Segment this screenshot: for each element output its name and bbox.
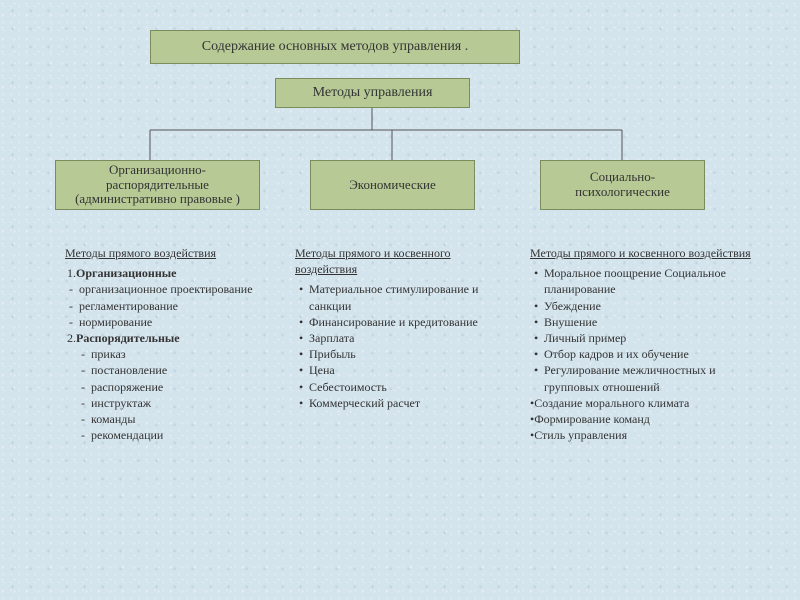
column-org-admin: Методы прямого воздействия 1.Организацио… [65,245,265,443]
methods-text: Методы управления [313,85,433,101]
category-label: Социально- психологические [547,170,698,200]
col3-subtitle: Методы прямого и косвенного воздействия [530,245,770,261]
list-item: Финансирование и кредитование [299,314,495,330]
col3-list-nodot: •Создание морального климата•Формировани… [530,395,770,444]
methods-box: Методы управления [275,78,470,108]
title-box: Содержание основных методов управления . [150,30,520,64]
col2-subtitle: Методы прямого и косвенного воздействия [295,245,495,277]
col1-heading-2: 2.Распорядительные [65,330,265,346]
list-item: Убеждение [534,298,770,314]
col2-list: Материальное стимулирование и санкцииФин… [295,281,495,411]
list-item: Цена [299,362,495,378]
column-economic: Методы прямого и косвенного воздействия … [295,245,495,411]
list-item: •Стиль управления [530,427,770,443]
list-item: Себестоимость [299,379,495,395]
col1-heading-1: 1.Организационные [65,265,265,281]
col3-list: Моральное поощрение Социальное планирова… [530,265,770,395]
list-item: •Создание морального климата [530,395,770,411]
category-social-psych: Социально- психологические [540,160,705,210]
title-text: Содержание основных методов управления . [202,39,469,55]
list-item: рекомендации [81,427,265,443]
list-item: Регулирование межличностных и групповых … [534,362,770,394]
list-item: Моральное поощрение Социальное планирова… [534,265,770,297]
list-item: распоряжение [81,379,265,395]
list-item: Зарплата [299,330,495,346]
col1-list-2: приказпостановлениераспоряжениеинструкта… [65,346,265,443]
list-item: нормирование [69,314,265,330]
list-item: Прибыль [299,346,495,362]
col1-list-1: организационное проектированиерегламенти… [65,281,265,330]
list-item: Коммерческий расчет [299,395,495,411]
category-label: Экономические [349,178,436,193]
list-item: Отбор кадров и их обучение [534,346,770,362]
list-item: •Формирование команд [530,411,770,427]
category-label: Организационно- распорядительные (админи… [62,163,253,208]
list-item: организационное проектирование [69,281,265,297]
category-org-admin: Организационно- распорядительные (админи… [55,160,260,210]
column-social-psych: Методы прямого и косвенного воздействия … [530,245,770,443]
list-item: Материальное стимулирование и санкции [299,281,495,313]
list-item: команды [81,411,265,427]
category-economic: Экономические [310,160,475,210]
list-item: приказ [81,346,265,362]
col1-subtitle: Методы прямого воздействия [65,245,265,261]
list-item: Личный пример [534,330,770,346]
list-item: инструктаж [81,395,265,411]
list-item: регламентирование [69,298,265,314]
list-item: Внушение [534,314,770,330]
list-item: постановление [81,362,265,378]
